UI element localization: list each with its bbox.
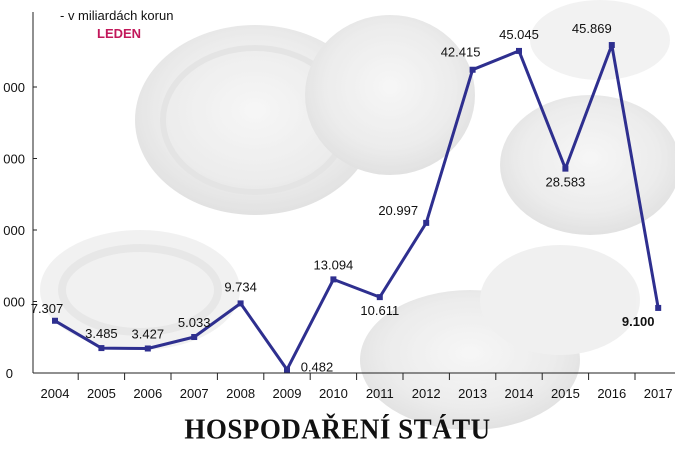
x-tick-label: 2015 [551, 386, 580, 401]
data-label: 9.100 [622, 314, 655, 329]
data-label: 20.997 [378, 203, 418, 218]
data-label: 3.485 [85, 326, 118, 341]
data-point-marker [284, 366, 290, 373]
data-point-marker [237, 300, 244, 307]
y-tick-label: 0 [6, 366, 13, 381]
data-point-marker [655, 304, 662, 311]
y-tick-label: 000 [3, 152, 25, 167]
data-label: 45.869 [572, 21, 612, 36]
x-tick-label: 2011 [366, 386, 394, 401]
data-point-marker [376, 294, 383, 301]
data-point-marker [144, 345, 151, 352]
data-label: 28.583 [546, 175, 586, 190]
x-tick-label: 2012 [412, 386, 441, 401]
y-tick-label: 000 [3, 80, 25, 95]
data-point-marker [191, 334, 198, 341]
data-label: 3.427 [132, 326, 165, 341]
data-markers [52, 42, 662, 373]
data-point-marker [516, 47, 522, 54]
data-point-marker [330, 276, 337, 283]
x-tick-label: 2006 [133, 386, 162, 401]
x-tick-label: 2005 [87, 386, 116, 401]
x-tick-label: 2014 [505, 386, 534, 401]
data-label: 42.415 [441, 45, 481, 60]
chart-subtitle: - v miliardách korun [60, 8, 173, 23]
x-tick-label: 2016 [597, 386, 626, 401]
x-ticks: 2004 2005 2006 2007 2008 2009 2010 2011 2012 2013… [41, 373, 673, 401]
data-point-marker [423, 219, 430, 226]
data-label: 10.611 [360, 303, 399, 318]
y-tick-label: 000 [3, 223, 25, 238]
data-point-marker [608, 42, 615, 49]
data-point-marker [98, 345, 105, 352]
data-label: 13.094 [314, 257, 354, 272]
data-label: 5.033 [178, 315, 211, 330]
x-tick-label: 2017 [644, 386, 673, 401]
x-tick-label: 2010 [319, 386, 348, 401]
x-tick-label: 2008 [226, 386, 255, 401]
data-label: 45.045 [499, 27, 539, 42]
data-label: 7.307 [31, 301, 64, 316]
data-label: 9.734 [224, 279, 257, 294]
period-label: LEDEN [97, 26, 141, 41]
data-point-marker [52, 317, 58, 324]
background-coins-image [40, 0, 675, 430]
data-point-marker [562, 165, 569, 172]
x-tick-label: 2004 [41, 386, 70, 401]
data-labels: 7.307 3.485 3.427 5.033 9.734 0.482 13.094 10.6… [31, 21, 655, 375]
data-label: 0.482 [301, 360, 334, 375]
series-line [54, 43, 660, 372]
data-point-marker [469, 66, 476, 73]
y-tick-label: 000 [3, 295, 25, 310]
chart-title: HOSPODAŘENÍ STÁTU [184, 413, 491, 445]
x-tick-label: 2009 [273, 386, 302, 401]
x-tick-label: 2013 [458, 386, 487, 401]
x-tick-label: 2007 [180, 386, 209, 401]
